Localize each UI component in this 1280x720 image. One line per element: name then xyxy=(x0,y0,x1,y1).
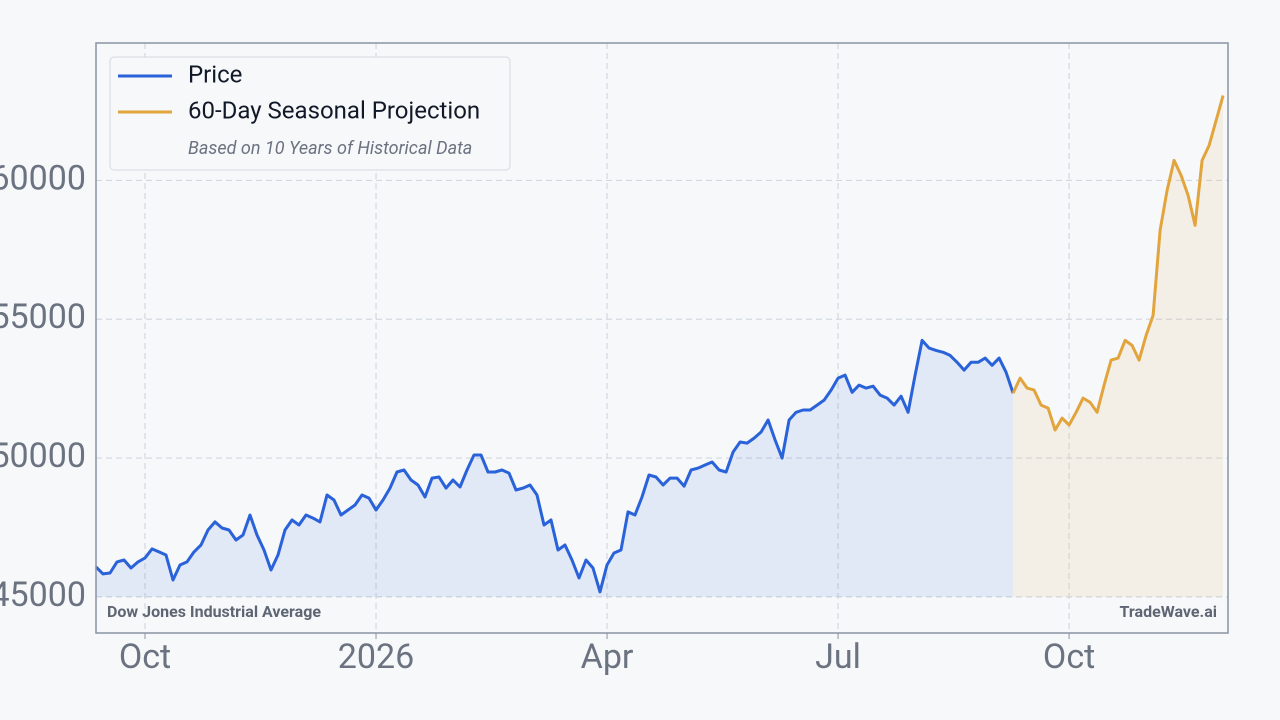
x-tick-label: Apr xyxy=(581,637,634,677)
area-fill xyxy=(96,340,1014,597)
legend-label: 60-Day Seasonal Projection xyxy=(188,96,480,124)
grid xyxy=(96,43,1228,633)
y-tick-label: 45000 xyxy=(0,575,86,615)
brand: TradeWave.ai xyxy=(1120,602,1217,621)
area-fill xyxy=(1013,95,1224,597)
y-tick-label: 60000 xyxy=(0,158,86,198)
legend: Based on 10 Years of Historical Data Pri… xyxy=(109,56,511,171)
series-line xyxy=(1011,95,1225,432)
y-tick-label: 50000 xyxy=(0,436,86,476)
y-tick-label: 55000 xyxy=(0,297,86,337)
axes: 45000 50000 55000 60000 Oct 2026 Apr Jul Oct xyxy=(0,158,1095,677)
legend-box xyxy=(109,56,511,171)
series-line xyxy=(94,338,1015,594)
source-label: Dow Jones Industrial Average xyxy=(107,602,321,621)
x-tick-label: Oct xyxy=(1043,637,1095,677)
legend-label: Price xyxy=(188,60,242,88)
legend-subtitle: Based on 10 Years of Historical Data xyxy=(188,138,472,159)
x-tick-label: Jul xyxy=(815,637,861,677)
lines xyxy=(94,95,1225,594)
x-tick-label: 2026 xyxy=(338,637,414,677)
areas xyxy=(96,95,1224,597)
plot-border xyxy=(95,42,1229,634)
x-tick-label: Oct xyxy=(119,637,171,677)
